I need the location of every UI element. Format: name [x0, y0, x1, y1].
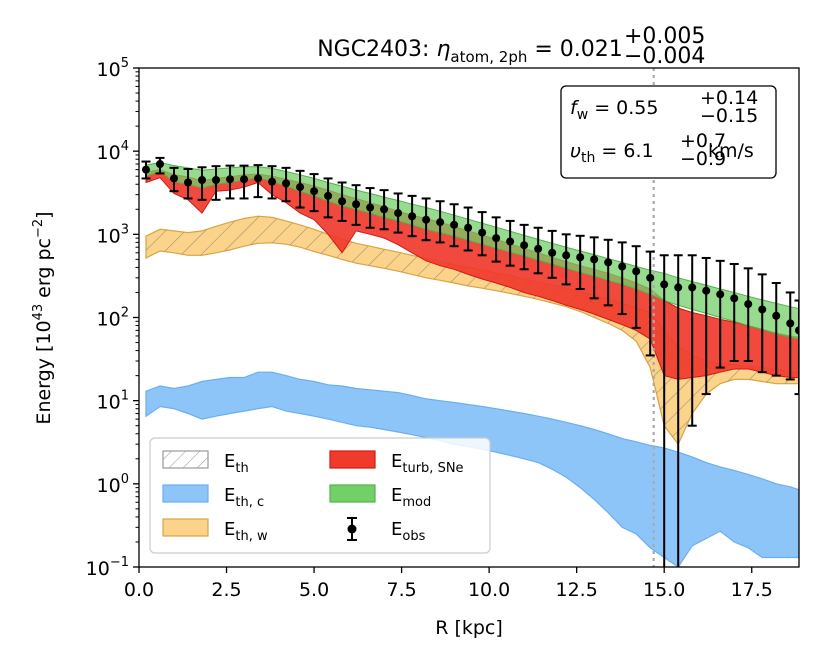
obs-point	[618, 262, 627, 271]
legend-label-obs: Eobs	[391, 519, 426, 544]
obs-point	[296, 183, 305, 192]
legend-swatch-th-c	[162, 484, 209, 503]
y-tick-label: 104	[97, 139, 129, 164]
legend-label-th: Eth	[224, 451, 249, 476]
obs-point	[394, 209, 403, 218]
obs-point	[366, 203, 375, 212]
obs-point	[786, 319, 795, 328]
vth-value: υth = 6.1	[570, 140, 654, 166]
obs-point	[226, 175, 235, 184]
obs-point	[352, 200, 361, 209]
obs-point	[534, 244, 543, 253]
fw-value: fw = 0.55	[570, 97, 658, 123]
y-tick-label: 102	[97, 306, 129, 331]
parameter-annotation: fw = 0.55 +0.14 −0.15 υth = 6.1 +0.7 −0.…	[560, 85, 777, 179]
obs-point	[254, 174, 263, 183]
x-tick-label: 5.0	[299, 579, 329, 601]
y-axis-label: Energy [1043 erg pc−2]	[31, 211, 55, 424]
x-tick-label: 15.0	[643, 579, 685, 601]
y-tick-label: 103	[97, 222, 129, 247]
x-axis-label: R [kpc]	[435, 617, 503, 639]
x-tick-label: 12.5	[556, 579, 598, 601]
y-tick-label: 105	[97, 56, 129, 81]
obs-point	[758, 305, 767, 314]
obs-point	[702, 286, 711, 295]
band-th-hatch	[146, 216, 799, 445]
y-tick-label: 100	[97, 472, 129, 497]
obs-point	[422, 215, 431, 224]
obs-point	[142, 165, 151, 174]
x-tick-label: 17.5	[731, 579, 773, 601]
obs-point	[660, 280, 669, 289]
obs-point	[198, 176, 207, 185]
legend-swatch-th	[162, 450, 209, 469]
obs-point	[492, 234, 501, 243]
x-tick-label: 2.5	[211, 579, 241, 601]
chart-title: NGC2403: ηatom, 2ph = 0.021	[317, 37, 623, 66]
y-tick-label: 10−1	[86, 555, 129, 580]
obs-point	[548, 248, 557, 257]
obs-series	[141, 156, 799, 567]
obs-point	[576, 253, 585, 262]
x-axis-ticks: 0.0 2.5 5.0 7.5 10.0 12.5 15.0 17.5	[124, 567, 773, 601]
x-tick-label: 7.5	[386, 579, 416, 601]
obs-point	[688, 283, 697, 292]
legend-swatch-obs	[347, 517, 357, 541]
vth-plus: +0.7	[680, 130, 726, 152]
obs-point	[324, 191, 333, 200]
y-axis-ticks: 10−1 100 101 102 103 104 105	[86, 56, 139, 580]
obs-point	[590, 255, 599, 264]
obs-point	[646, 273, 655, 282]
obs-point	[408, 212, 417, 221]
fw-plus: +0.14	[700, 87, 758, 109]
obs-point	[520, 241, 529, 250]
obs-point	[240, 175, 249, 184]
legend-label-th-w: Eth, w	[224, 519, 268, 544]
obs-point	[464, 223, 473, 232]
obs-point	[730, 294, 739, 303]
fw-minus: −0.15	[700, 105, 758, 127]
obs-point	[674, 283, 683, 292]
obs-point	[310, 187, 319, 196]
legend-label-th-c: Eth, c	[224, 485, 264, 510]
title-sup-plus: +0.005	[624, 24, 705, 49]
obs-point	[170, 174, 179, 183]
legend: Eth Eth, c Eth, w Eturb, SNe Emod Eobs	[149, 437, 491, 554]
obs-point	[478, 228, 487, 237]
y-tick-label: 101	[97, 389, 129, 414]
x-tick-label: 0.0	[124, 579, 154, 601]
obs-point	[184, 178, 193, 187]
obs-point	[450, 220, 459, 229]
legend-swatch-turb	[329, 450, 376, 469]
obs-point	[436, 218, 445, 227]
obs-point	[282, 179, 291, 188]
obs-point	[268, 177, 277, 186]
legend-label-turb: Eturb, SNe	[391, 451, 464, 476]
vth-unit: km/s	[708, 140, 754, 162]
obs-point	[338, 197, 347, 206]
vth-minus: −0.9	[680, 148, 726, 170]
obs-point	[156, 160, 165, 169]
obs-point	[795, 326, 799, 335]
obs-point	[632, 267, 641, 276]
legend-swatch-th-w	[162, 518, 209, 537]
legend-swatch-mod	[329, 484, 376, 503]
obs-point	[380, 205, 389, 214]
obs-point	[716, 290, 725, 299]
obs-point	[744, 300, 753, 309]
obs-point	[212, 176, 221, 185]
obs-point	[604, 258, 613, 267]
title-sub-minus: −0.004	[624, 44, 705, 69]
plot-area	[141, 68, 799, 567]
band-th-c	[145, 371, 799, 567]
obs-point	[772, 311, 781, 320]
obs-point	[562, 251, 571, 260]
band-turb	[145, 169, 799, 380]
x-tick-label: 10.0	[468, 579, 510, 601]
legend-label-mod: Emod	[391, 485, 431, 510]
obs-point	[506, 237, 515, 246]
